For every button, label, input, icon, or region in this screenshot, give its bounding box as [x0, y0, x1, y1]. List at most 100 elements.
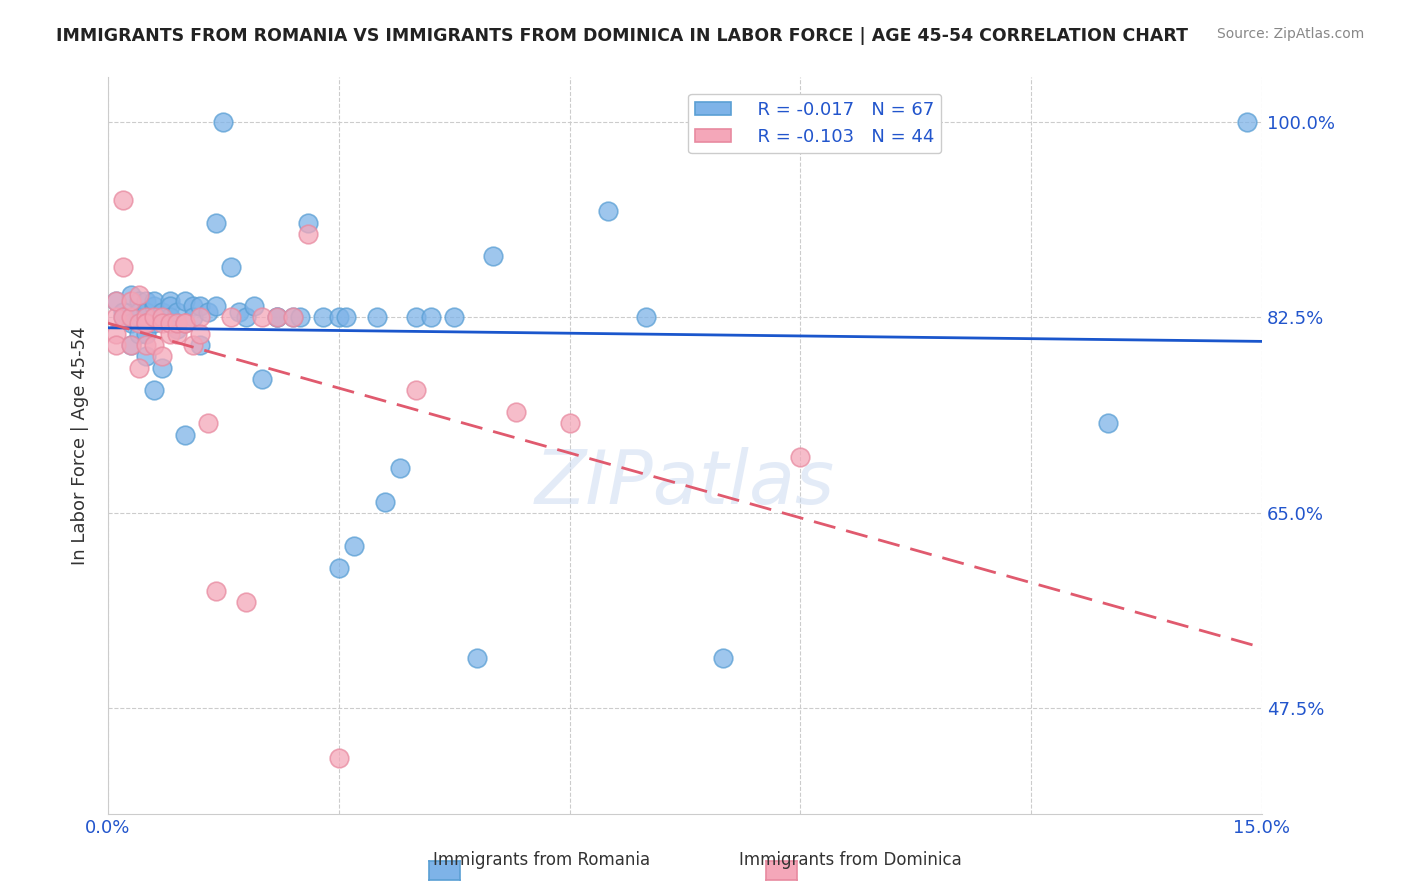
Point: [159, 327, 181, 342]
Point: [112, 310, 135, 325]
Point: [120, 316, 142, 330]
Point: [188, 299, 211, 313]
Point: [228, 305, 250, 319]
Point: [135, 338, 157, 352]
Point: [204, 299, 226, 313]
Point: [636, 310, 658, 325]
Point: [328, 561, 350, 575]
Point: [112, 260, 135, 275]
Point: [1097, 417, 1119, 431]
Point: [166, 327, 188, 342]
Point: [174, 293, 197, 308]
Point: [328, 310, 350, 325]
Point: [150, 350, 173, 364]
Point: [405, 383, 427, 397]
Point: [135, 316, 157, 330]
Text: ZIPatlas: ZIPatlas: [534, 447, 835, 518]
Point: [128, 327, 150, 342]
Point: [159, 310, 181, 325]
Text: IMMIGRANTS FROM ROMANIA VS IMMIGRANTS FROM DOMINICA IN LABOR FORCE | AGE 45-54 C: IMMIGRANTS FROM ROMANIA VS IMMIGRANTS FR…: [56, 27, 1188, 45]
Point: [128, 310, 150, 325]
Point: [420, 310, 443, 325]
Point: [159, 293, 181, 308]
Point: [343, 539, 366, 553]
Point: [159, 299, 181, 313]
Point: [181, 299, 204, 313]
Point: [596, 204, 619, 219]
Point: [266, 310, 288, 325]
Text: Source: ZipAtlas.com: Source: ZipAtlas.com: [1216, 27, 1364, 41]
Point: [281, 310, 304, 325]
Point: [188, 338, 211, 352]
Point: [112, 310, 135, 325]
Point: [143, 293, 166, 308]
Text: Immigrants from Romania: Immigrants from Romania: [433, 851, 650, 869]
Point: [135, 350, 157, 364]
Point: [243, 299, 266, 313]
Point: [235, 595, 257, 609]
Point: [297, 227, 319, 241]
Point: [104, 327, 127, 342]
Point: [128, 316, 150, 330]
Point: [143, 338, 166, 352]
Point: [181, 338, 204, 352]
Point: [128, 305, 150, 319]
Point: [188, 327, 211, 342]
Point: [112, 305, 135, 319]
Point: [166, 305, 188, 319]
Point: [120, 288, 142, 302]
Point: [128, 293, 150, 308]
Point: [143, 383, 166, 397]
Point: [159, 316, 181, 330]
Point: [112, 193, 135, 207]
Point: [150, 310, 173, 325]
Point: [250, 372, 273, 386]
Point: [366, 310, 388, 325]
Point: [104, 338, 127, 352]
Point: [128, 360, 150, 375]
Point: [150, 310, 173, 325]
Point: [558, 417, 581, 431]
Point: [250, 310, 273, 325]
Point: [150, 305, 173, 319]
Point: [751, 115, 773, 129]
Point: [290, 310, 312, 325]
Point: [181, 310, 204, 325]
Point: [104, 310, 127, 325]
Point: [443, 310, 465, 325]
Point: [405, 310, 427, 325]
Point: [135, 293, 157, 308]
Point: [1236, 115, 1258, 129]
Point: [120, 310, 142, 325]
Point: [713, 650, 735, 665]
Point: [135, 327, 157, 342]
Point: [212, 115, 235, 129]
Point: [135, 310, 157, 325]
Point: [197, 305, 219, 319]
Point: [335, 310, 357, 325]
Point: [166, 321, 188, 335]
Point: [389, 461, 412, 475]
Point: [328, 751, 350, 765]
Point: [174, 427, 197, 442]
Point: [374, 494, 396, 508]
Point: [197, 417, 219, 431]
Point: [481, 249, 503, 263]
Point: [166, 316, 188, 330]
Point: [505, 405, 527, 419]
Point: [235, 310, 257, 325]
Point: [120, 293, 142, 308]
Point: [281, 310, 304, 325]
Point: [297, 215, 319, 229]
Point: [143, 310, 166, 325]
Point: [104, 293, 127, 308]
Y-axis label: In Labor Force | Age 45-54: In Labor Force | Age 45-54: [72, 326, 89, 565]
Point: [120, 338, 142, 352]
Point: [143, 316, 166, 330]
Point: [150, 316, 173, 330]
Point: [166, 316, 188, 330]
Point: [266, 310, 288, 325]
Point: [104, 293, 127, 308]
Point: [312, 310, 335, 325]
Point: [219, 260, 242, 275]
